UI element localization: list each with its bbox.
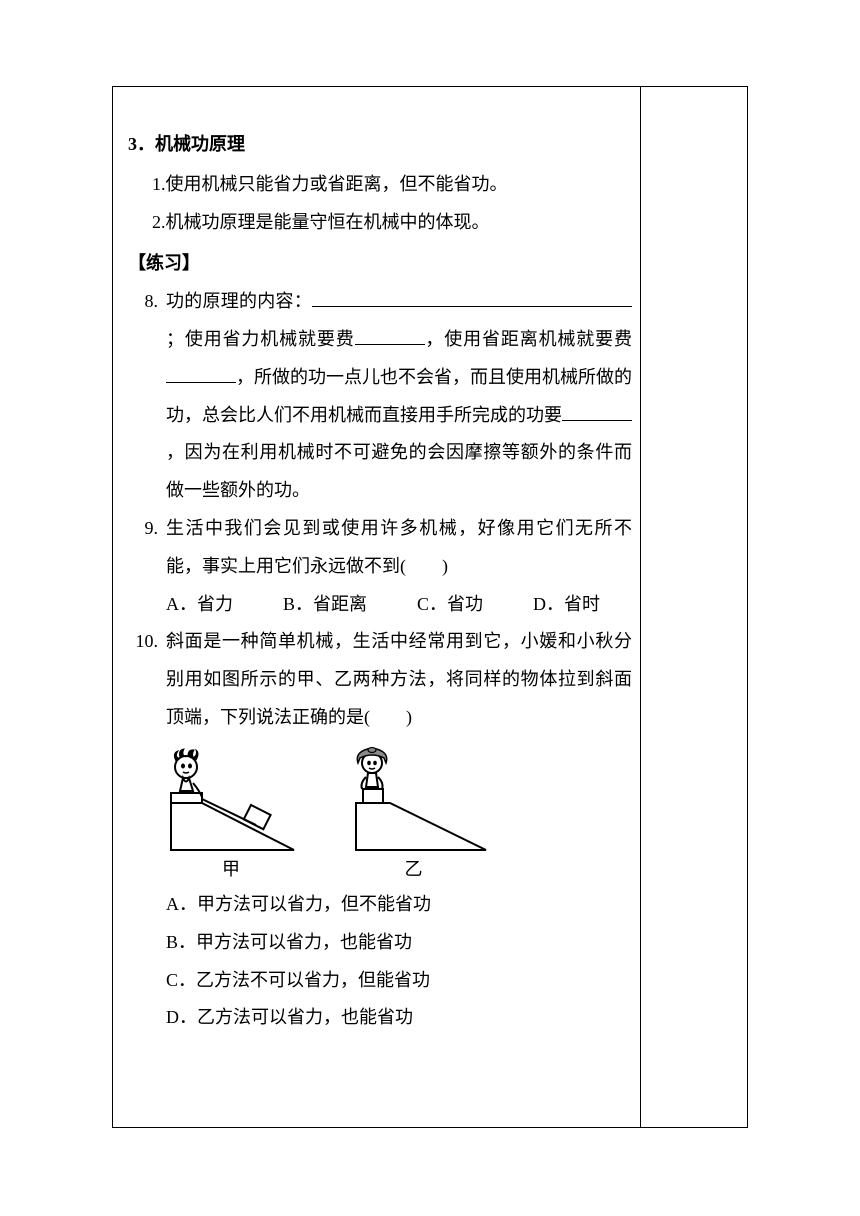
q9-text: 生活中我们会见到或使用许多机械，好像用它们无所不能，事实上用它们永远做不到( ) (166, 518, 632, 576)
question-10: 10. 斜面是一种简单机械，生活中经常用到它，小媛和小秋分别用如图所示的甲、乙两… (128, 623, 632, 736)
section3-point2: 2.机械功原理是能量守恒在机械中的体现。 (128, 204, 632, 242)
diagram-yi-label: 乙 (336, 857, 491, 882)
q10-diagrams: 甲 乙 (128, 745, 632, 882)
vertical-divider (640, 86, 641, 1128)
q9-optB[interactable]: B．省距离 (283, 586, 367, 624)
content-area: 3．机械功原理 1.使用机械只能省力或省距离，但不能省功。 2.机械功原理是能量… (128, 126, 632, 1037)
q9-num: 9. (128, 510, 166, 586)
diagram-jia-label: 甲 (166, 857, 296, 882)
q10-optD[interactable]: D．乙方法可以省力，也能省功 (166, 999, 632, 1037)
question-9: 9. 生活中我们会见到或使用许多机械，好像用它们无所不能，事实上用它们永远做不到… (128, 510, 632, 586)
q10-optC[interactable]: C．乙方法不可以省力，但能省功 (166, 962, 632, 1000)
section3-point1: 1.使用机械只能省力或省距离，但不能省功。 (128, 166, 632, 204)
blank-input[interactable] (166, 367, 236, 383)
q8-after1: ；使用省力机械就要费 (166, 329, 355, 349)
q10-options: A．甲方法可以省力，但不能省功 B．甲方法可以省力，也能省功 C．乙方法不可以省… (128, 886, 632, 1037)
q8-pre: 功的原理的内容： (166, 291, 312, 311)
diagram-yi-svg (336, 745, 491, 855)
diagram-jia: 甲 (166, 745, 296, 882)
section3-heading: 3．机械功原理 (128, 126, 632, 164)
q9-options: A．省力 B．省距离 C．省功 D．省时 (128, 586, 632, 624)
diagram-jia-svg (166, 745, 296, 855)
q8-num: 8. (128, 283, 166, 510)
blank-input[interactable] (312, 291, 632, 307)
q8-body: 功的原理的内容：；使用省力机械就要费，使用省距离机械就要费，所做的功一点儿也不会… (166, 283, 632, 510)
q10-optA[interactable]: A．甲方法可以省力，但不能省功 (166, 886, 632, 924)
q9-optA[interactable]: A．省力 (166, 586, 233, 624)
q10-num: 10. (128, 623, 166, 736)
diagram-yi: 乙 (336, 745, 491, 882)
q8-after2: ，使用省距离机械就要费 (425, 329, 632, 349)
q9-optD[interactable]: D．省时 (533, 586, 600, 624)
exercise-heading: 【练习】 (128, 245, 632, 283)
q9-optC[interactable]: C．省功 (417, 586, 483, 624)
q10-body: 斜面是一种简单机械，生活中经常用到它，小媛和小秋分别用如图所示的甲、乙两种方法，… (166, 623, 632, 736)
q10-text: 斜面是一种简单机械，生活中经常用到它，小媛和小秋分别用如图所示的甲、乙两种方法，… (166, 631, 632, 727)
q9-body: 生活中我们会见到或使用许多机械，好像用它们无所不能，事实上用它们永远做不到( ) (166, 510, 632, 586)
blank-input[interactable] (562, 404, 632, 420)
question-8: 8. 功的原理的内容：；使用省力机械就要费，使用省距离机械就要费，所做的功一点儿… (128, 283, 632, 510)
q10-optB[interactable]: B．甲方法可以省力，也能省功 (166, 924, 632, 962)
q8-after4: ，因为在利用机械时不可避免的会因摩擦等额外的条件而做一些额外的功。 (166, 442, 632, 500)
blank-input[interactable] (355, 329, 425, 345)
